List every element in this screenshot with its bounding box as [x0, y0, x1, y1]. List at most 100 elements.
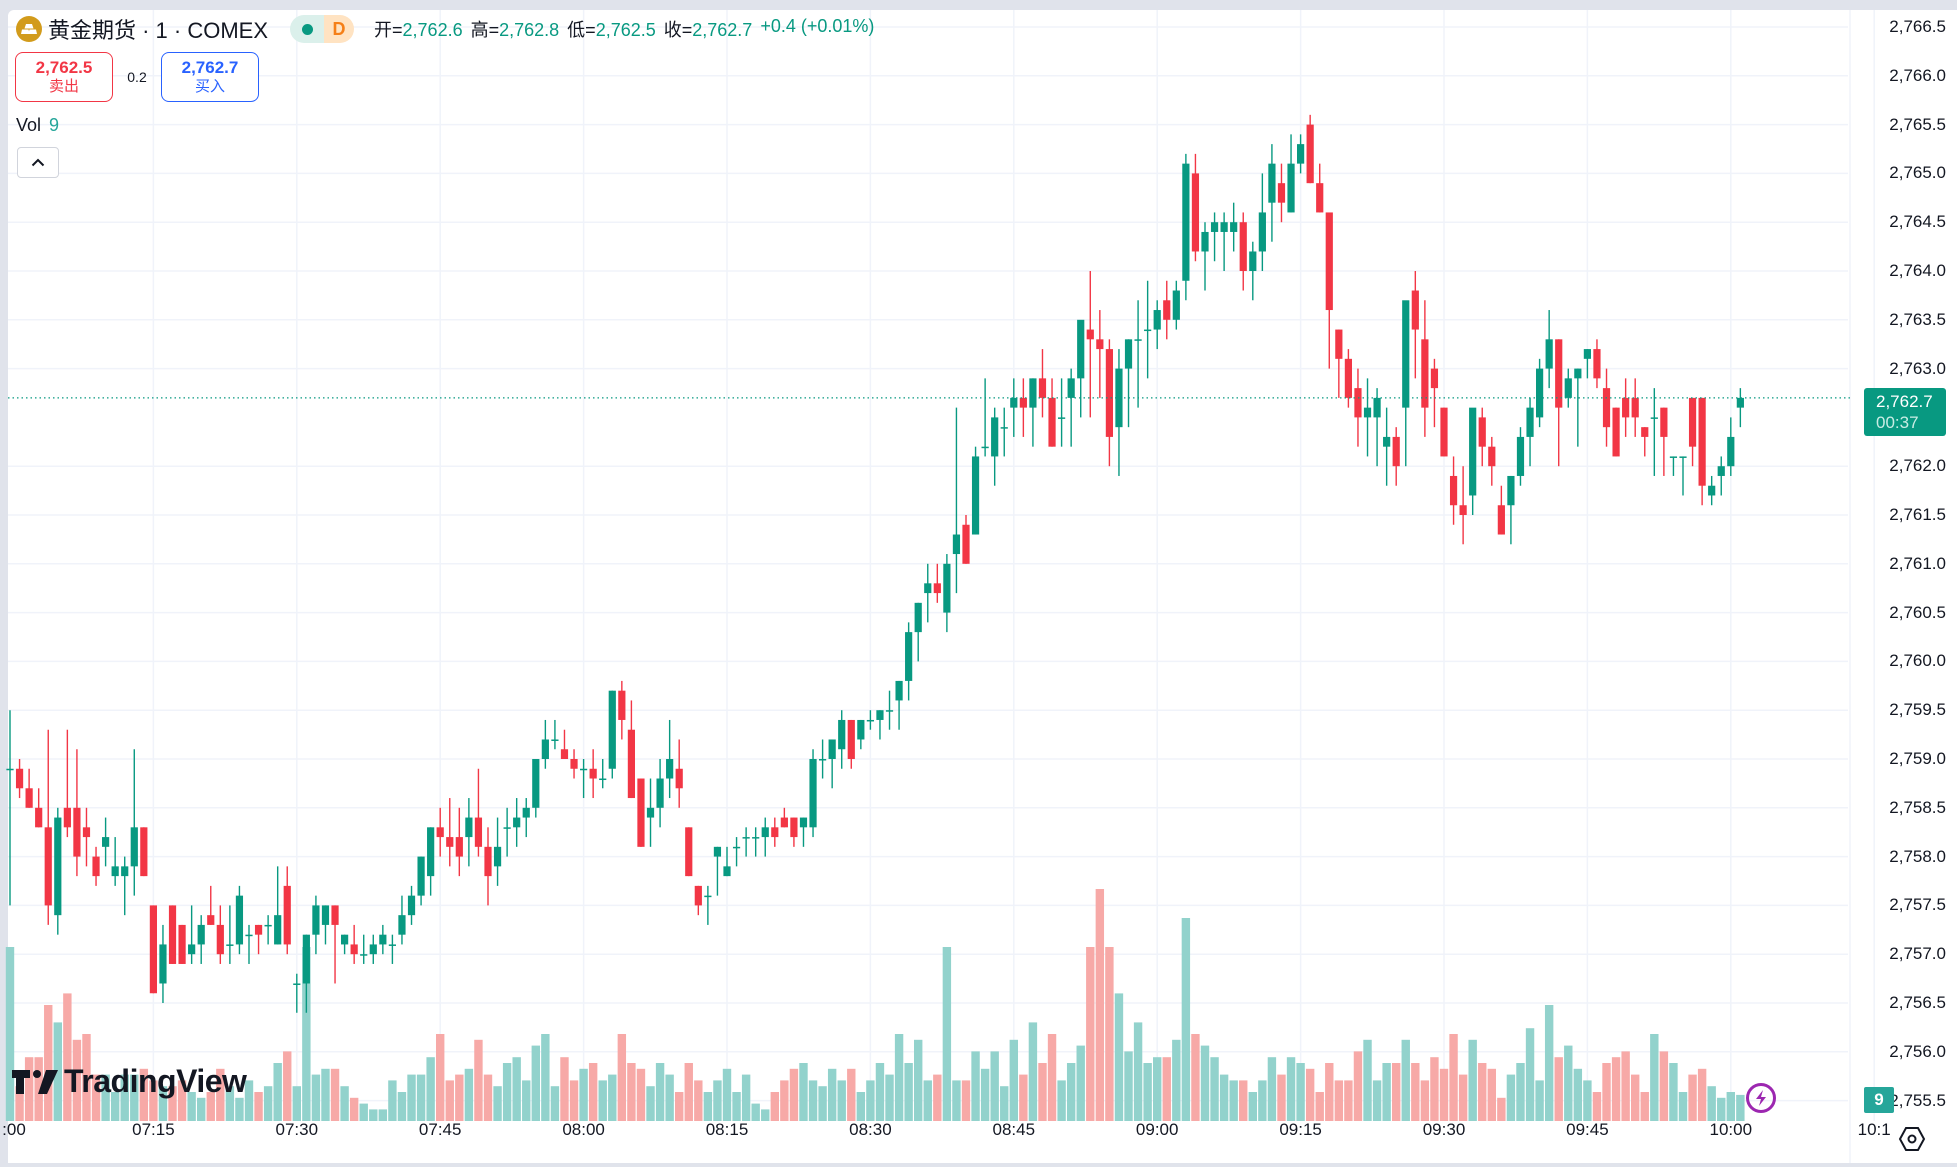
volume-bar — [847, 1068, 856, 1121]
sell-price: 2,762.5 — [35, 58, 93, 77]
volume-bar — [130, 1074, 139, 1121]
candle — [1727, 436, 1735, 467]
candle — [1124, 339, 1133, 369]
candle — [1641, 427, 1649, 437]
candle — [1383, 436, 1391, 447]
volume-bar — [990, 1051, 999, 1121]
symbol-title[interactable]: 黄金期货 · 1 · COMEX — [48, 18, 269, 43]
candle — [63, 807, 71, 828]
collapse-legend-button[interactable] — [17, 147, 59, 178]
volume-bar — [1736, 1094, 1745, 1121]
volume-bar — [330, 1068, 340, 1121]
volume-bar — [1458, 1074, 1468, 1121]
candle — [254, 924, 263, 935]
candle — [140, 827, 148, 877]
bar-countdown: 00:37 — [1876, 412, 1919, 432]
ohlc-close: 收=2,762.7 — [663, 20, 753, 40]
volume-bar — [522, 1080, 531, 1121]
interval-badge: D — [324, 15, 355, 43]
candle — [560, 749, 569, 759]
candle — [876, 710, 884, 720]
candle — [427, 827, 435, 877]
buy-button[interactable]: 2,762.7 买入 — [161, 52, 259, 102]
volume-bar — [713, 1080, 722, 1121]
candle — [465, 817, 473, 838]
volume-bar — [1544, 1005, 1554, 1121]
candle — [981, 446, 989, 449]
volume-bar — [579, 1068, 588, 1121]
volume-bar — [627, 1063, 636, 1121]
candle — [1000, 427, 1008, 429]
volume-bar — [110, 1092, 120, 1121]
market-status-pill[interactable]: D — [290, 15, 355, 43]
candle — [1622, 397, 1630, 418]
candle — [618, 690, 626, 720]
candle — [1172, 290, 1180, 320]
volume-bar — [206, 1092, 215, 1121]
candle — [1258, 212, 1266, 252]
ohlc-low: 低=2,762.5 — [567, 20, 656, 40]
volume-value-tag: 9 — [1864, 1087, 1894, 1113]
volume-bar — [531, 1045, 540, 1121]
tradingview-logo[interactable]: TradingView — [12, 1063, 247, 1100]
volume-bar — [1296, 1063, 1305, 1121]
gold-bars-icon — [16, 16, 42, 42]
candle — [532, 759, 540, 808]
volume-bar — [894, 1034, 904, 1121]
candle — [1679, 456, 1687, 458]
candle — [188, 944, 196, 955]
price-axis-label: 2,761.0 — [1889, 553, 1946, 573]
volume-bar — [197, 1097, 206, 1121]
candle — [168, 905, 177, 964]
volume-bar — [675, 1092, 684, 1121]
candle — [885, 710, 894, 712]
candle — [570, 759, 578, 769]
price-axis-label: 2,759.5 — [1889, 700, 1946, 720]
candle — [838, 719, 846, 750]
candle — [44, 827, 52, 906]
candle — [1602, 388, 1611, 428]
candle — [407, 895, 416, 916]
price-change: +0.4 (+0.01%) — [760, 16, 875, 36]
volume-bar — [1659, 1051, 1669, 1121]
volume-bar — [512, 1057, 521, 1121]
volume-legend: Vol 9 — [16, 115, 59, 136]
price-axis-label: 2,765.5 — [1889, 114, 1946, 134]
volume-bar — [684, 1063, 693, 1121]
lightning-icon[interactable] — [1746, 1083, 1776, 1113]
volume-bar — [751, 1103, 760, 1121]
volume-bar — [952, 1080, 961, 1121]
candle — [799, 817, 808, 828]
volume-bar — [15, 1086, 24, 1121]
candle — [666, 759, 674, 779]
volume-bar — [474, 1039, 483, 1121]
price-axis-label: 2,766.5 — [1889, 17, 1946, 36]
volume-bar — [1487, 1068, 1496, 1121]
volume-bar — [1497, 1097, 1506, 1121]
price-axis-label: 2,756.0 — [1889, 1041, 1946, 1061]
candle — [1449, 475, 1458, 506]
candle — [312, 905, 320, 935]
time-axis-label: 08:30 — [849, 1120, 892, 1139]
candle — [1497, 505, 1505, 535]
volume-bar — [82, 1034, 91, 1121]
candle — [627, 729, 635, 799]
candle — [1086, 329, 1094, 340]
trade-buttons: 2,762.5 卖出 0.2 2,762.7 买入 — [15, 52, 259, 102]
candle — [1201, 231, 1209, 252]
sell-label: 卖出 — [48, 78, 79, 95]
volume-bar — [436, 1034, 445, 1121]
candle — [379, 934, 387, 945]
volume-bar — [1602, 1063, 1611, 1121]
sell-button[interactable]: 2,762.5 卖出 — [15, 52, 113, 102]
candle — [637, 778, 645, 847]
volume-bar — [139, 1068, 149, 1121]
candle — [1058, 417, 1066, 419]
chart-pane[interactable] — [8, 10, 1957, 1167]
volume-bar — [1258, 1080, 1267, 1121]
price-axis-label: 2,766.0 — [1889, 65, 1946, 85]
candle — [1010, 397, 1018, 408]
chart-settings-icon[interactable] — [1897, 1124, 1927, 1154]
time-axis-label: 09:45 — [1566, 1120, 1609, 1139]
